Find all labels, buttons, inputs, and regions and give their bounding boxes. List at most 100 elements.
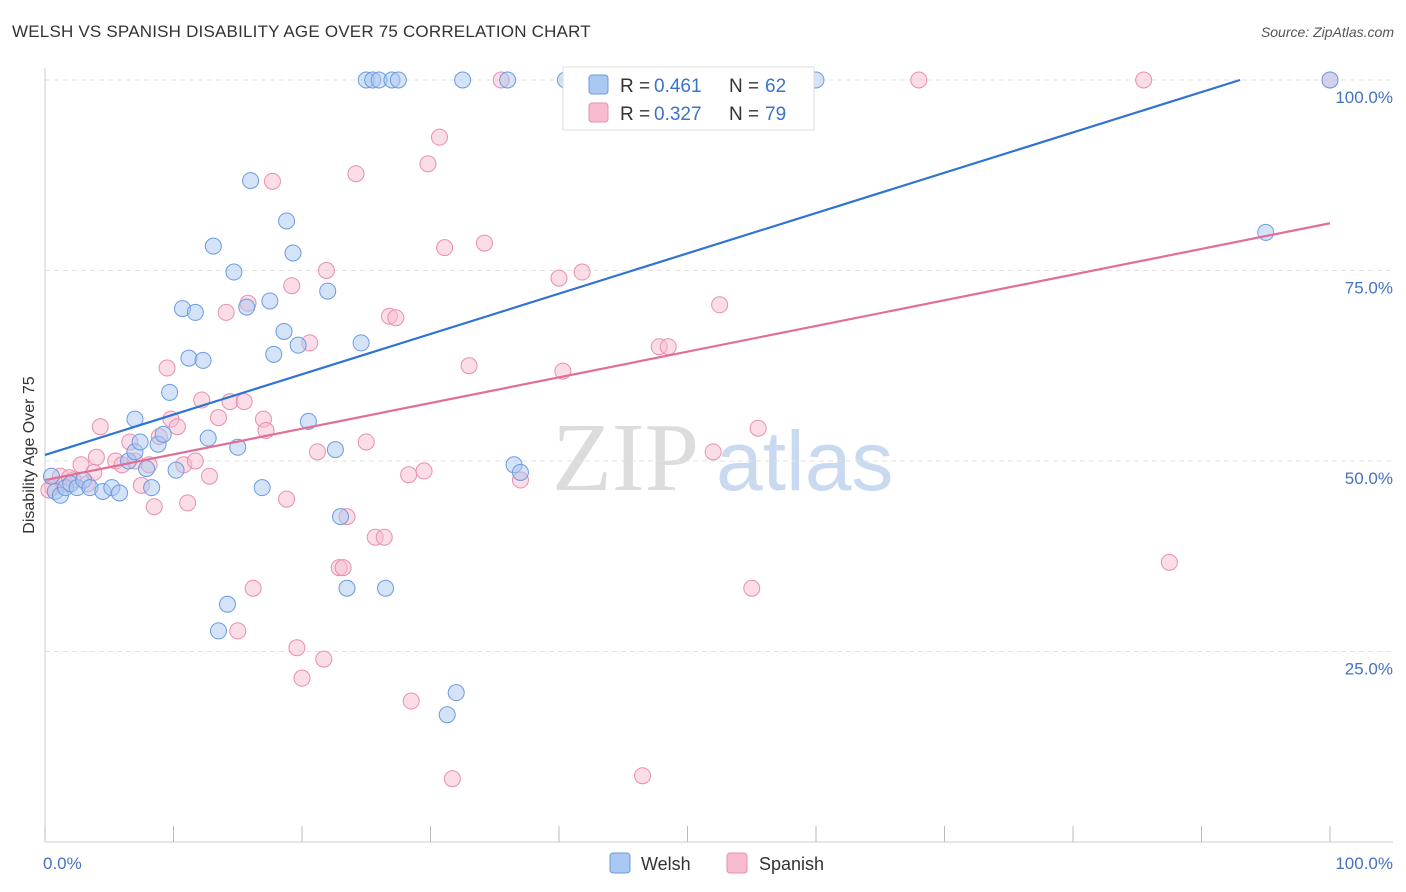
x-axis-ticks <box>45 826 1330 842</box>
welsh-point-34 <box>262 293 278 309</box>
welsh-point-16 <box>144 480 160 496</box>
spanish-point-24 <box>210 410 226 426</box>
welsh-point-29 <box>226 264 242 280</box>
welsh-point-14 <box>132 434 148 450</box>
spanish-point-33 <box>264 173 280 189</box>
welsh-point-24 <box>195 352 211 368</box>
spanish-point-56 <box>444 771 460 787</box>
y-tick-label-100: 100.0% <box>1335 88 1393 107</box>
welsh-point-57 <box>512 464 528 480</box>
bottom-legend: Welsh Spanish <box>610 853 824 874</box>
watermark: ZIP atlas <box>552 404 893 512</box>
watermark-zip: ZIP <box>552 404 699 512</box>
welsh-point-36 <box>276 323 292 339</box>
spanish-point-64 <box>574 264 590 280</box>
stats-n-label-welsh: N = <box>729 76 759 97</box>
welsh-point-26 <box>205 238 221 254</box>
welsh-point-0 <box>43 468 59 484</box>
welsh-point-35 <box>266 346 282 362</box>
spanish-point-23 <box>201 468 217 484</box>
spanish-point-70 <box>744 580 760 596</box>
spanish-point-54 <box>420 156 436 172</box>
welsh-point-54 <box>455 72 471 88</box>
spanish-point-46 <box>358 434 374 450</box>
welsh-point-42 <box>327 442 343 458</box>
stats-n-label-spanish: N = <box>729 104 759 125</box>
spanish-point-59 <box>476 235 492 251</box>
legend-label-spanish[interactable]: Spanish <box>759 854 824 874</box>
spanish-point-45 <box>348 166 364 182</box>
stats-n-value-spanish: 79 <box>765 104 786 125</box>
spanish-point-58 <box>461 358 477 374</box>
spanish-point-41 <box>318 263 334 279</box>
welsh-point-23 <box>187 304 203 320</box>
spanish-point-55 <box>431 129 447 145</box>
spanish-point-16 <box>159 360 175 376</box>
stats-swatch-spanish <box>589 103 608 122</box>
spanish-point-35 <box>284 278 300 294</box>
spanish-point-40 <box>316 651 332 667</box>
welsh-point-45 <box>353 335 369 351</box>
spanish-point-62 <box>551 270 567 286</box>
spanish-point-36 <box>289 640 305 656</box>
welsh-point-53 <box>448 685 464 701</box>
stats-n-value-welsh: 62 <box>765 76 786 97</box>
chart-root: WELSH VS SPANISH DISABILITY AGE OVER 75 … <box>0 0 1406 892</box>
spanish-point-27 <box>230 623 246 639</box>
spanish-point-28 <box>236 394 252 410</box>
stats-r-label-spanish: R = <box>620 104 650 125</box>
y-tick-labels: 25.0%50.0%75.0%100.0% <box>1335 88 1393 679</box>
legend-swatch-welsh[interactable] <box>610 853 630 873</box>
welsh-point-61 <box>1322 72 1338 88</box>
legend-swatch-spanish[interactable] <box>727 853 747 873</box>
spanish-point-7 <box>92 419 108 435</box>
welsh-point-51 <box>390 72 406 88</box>
spanish-point-14 <box>146 499 162 515</box>
welsh-point-15 <box>139 461 155 477</box>
welsh-point-41 <box>320 283 336 299</box>
spanish-point-68 <box>705 444 721 460</box>
spanish-point-51 <box>401 467 417 483</box>
stats-legend: R = 0.461 N = 62 R = 0.327 N = 79 <box>563 67 814 130</box>
gridlines <box>45 80 1393 652</box>
welsh-point-43 <box>333 509 349 525</box>
x-tick-label-max: 100.0% <box>1335 854 1393 873</box>
spanish-point-52 <box>403 693 419 709</box>
y-tick-label-25: 25.0% <box>1345 660 1393 679</box>
stats-r-value-welsh: 0.461 <box>654 76 702 97</box>
spanish-point-39 <box>309 444 325 460</box>
spanish-point-30 <box>245 580 261 596</box>
welsh-point-52 <box>439 707 455 723</box>
spanish-point-20 <box>180 495 196 511</box>
spanish-point-65 <box>635 768 651 784</box>
welsh-point-22 <box>181 350 197 366</box>
spanish-point-57 <box>437 240 453 256</box>
welsh-point-55 <box>500 72 516 88</box>
welsh-point-38 <box>285 245 301 261</box>
welsh-point-18 <box>155 426 171 442</box>
spanish-point-50 <box>388 310 404 326</box>
spanish-point-73 <box>1136 72 1152 88</box>
welsh-point-37 <box>279 213 295 229</box>
spanish-point-53 <box>416 463 432 479</box>
welsh-point-32 <box>243 173 259 189</box>
spanish-point-69 <box>712 297 728 313</box>
spanish-point-67 <box>660 339 676 355</box>
legend-label-welsh[interactable]: Welsh <box>641 854 691 874</box>
spanish-point-71 <box>750 420 766 436</box>
y-axis-title: Disability Age Over 75 <box>21 376 38 534</box>
y-tick-label-75: 75.0% <box>1345 279 1393 298</box>
spanish-point-43 <box>335 560 351 576</box>
spanish-point-74 <box>1161 554 1177 570</box>
spanish-point-72 <box>911 72 927 88</box>
welsh-point-20 <box>168 462 184 478</box>
stats-r-value-spanish: 0.327 <box>654 104 702 125</box>
welsh-point-28 <box>219 596 235 612</box>
stats-swatch-welsh <box>589 75 608 94</box>
welsh-point-49 <box>378 580 394 596</box>
welsh-point-39 <box>290 337 306 353</box>
spanish-point-18 <box>169 419 185 435</box>
welsh-point-25 <box>200 430 216 446</box>
spanish-point-37 <box>294 670 310 686</box>
spanish-point-6 <box>88 449 104 465</box>
